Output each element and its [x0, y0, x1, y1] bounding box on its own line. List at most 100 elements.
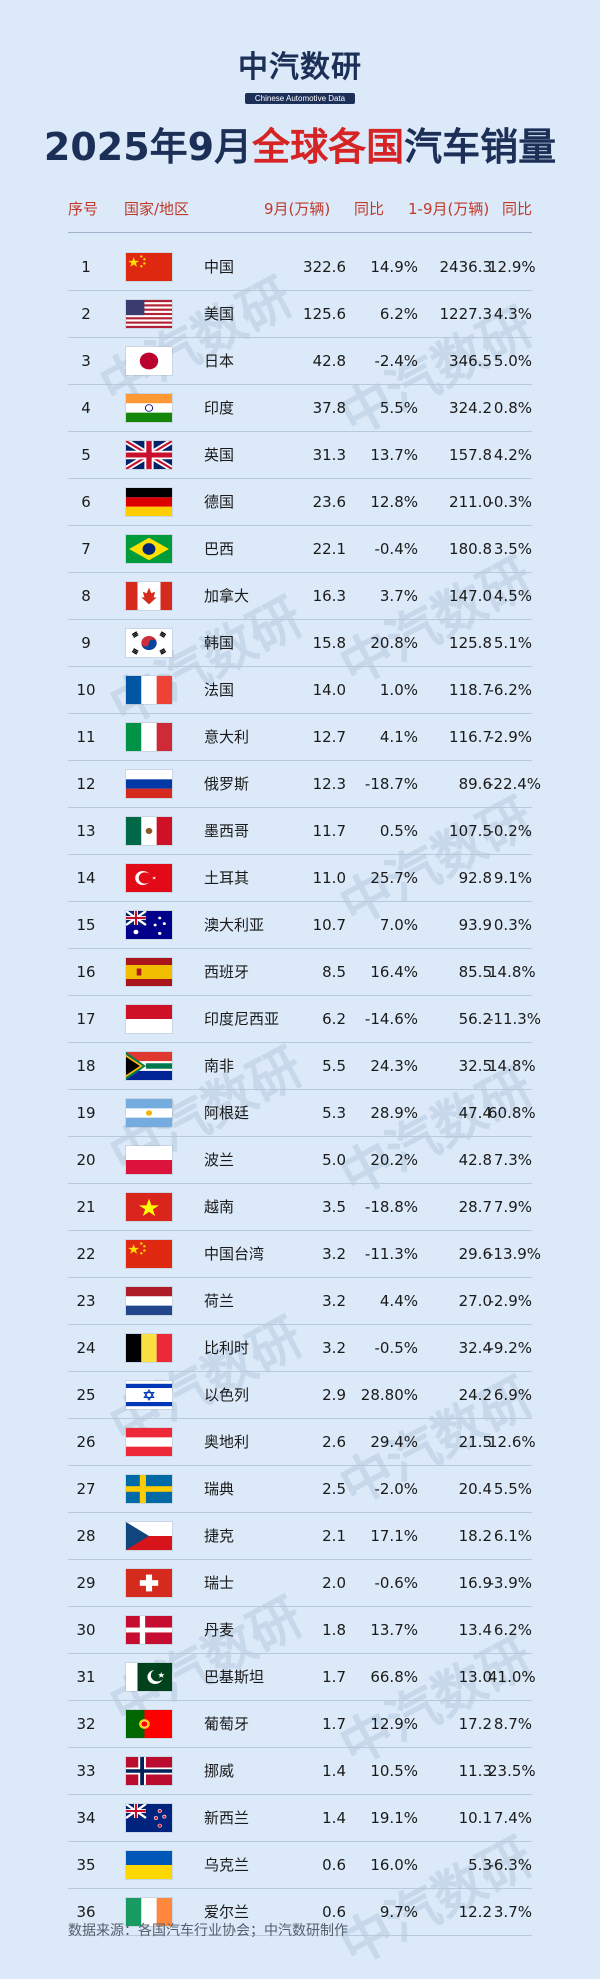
row-rank: 5 [81, 446, 91, 464]
title-date: 2025年9月 [43, 125, 253, 169]
table-row: 15 澳大利亚 10.7 7.0% 93.9 0.3% [68, 902, 532, 949]
row-september-yoy: 20.8% [370, 634, 418, 652]
row-ytd-sales: 85.5 [458, 963, 492, 981]
header-ytd-yoy: 同比 [502, 200, 533, 218]
row-september-yoy: 6.2% [379, 305, 418, 323]
table-row: 23 荷兰 3.2 4.4% 27.0 -2.9% [68, 1278, 532, 1325]
row-september-sales: 322.6 [303, 258, 346, 276]
table-row: 35 乌克兰 0.6 16.0% 5.3 -6.3% [68, 1842, 532, 1889]
row-rank: 18 [76, 1057, 96, 1075]
table-row: 31 巴基斯坦 1.7 66.8% 13.0 41.0% [68, 1654, 536, 1701]
row-september-yoy: 13.7% [370, 446, 418, 464]
row-ytd-sales: 13.4 [458, 1621, 492, 1639]
row-september-yoy: 19.1% [370, 1809, 418, 1827]
table-row: 12 俄罗斯 12.3 -18.7% 89.6 -22.4% [68, 761, 542, 808]
table-row: 20 波兰 5.0 20.2% 42.8 7.3% [68, 1137, 532, 1184]
row-ytd-yoy: 0.8% [493, 399, 532, 417]
netherlands-flag-icon [126, 1287, 172, 1315]
row-ytd-sales: 42.8 [458, 1151, 492, 1169]
row-rank: 13 [76, 822, 96, 840]
table-row: 13 墨西哥 11.7 0.5% 107.5 -0.2% [68, 808, 532, 855]
row-september-yoy: 20.2% [370, 1151, 418, 1169]
row-country: 法国 [204, 681, 235, 699]
row-ytd-yoy: -22.4% [488, 775, 542, 793]
row-september-yoy: 13.7% [370, 1621, 418, 1639]
table-row: 8 加拿大 16.3 3.7% 147.0 4.5% [68, 573, 532, 620]
row-september-yoy: -0.4% [374, 540, 418, 558]
row-ytd-yoy: 60.8% [488, 1104, 536, 1122]
row-september-yoy: 66.8% [370, 1668, 418, 1686]
row-september-sales: 12.3 [312, 775, 346, 793]
argentina-flag-icon [126, 1099, 172, 1127]
row-rank: 29 [76, 1574, 96, 1592]
table-row: 25 以色列 2.9 28.80% 24.2 6.9% [68, 1372, 532, 1419]
czechia-flag-icon [126, 1522, 172, 1550]
header-september-yoy: 同比 [354, 200, 385, 218]
row-september-yoy: 3.7% [379, 587, 418, 605]
row-september-sales: 11.7 [312, 822, 346, 840]
row-ytd-sales: 32.4 [458, 1339, 492, 1357]
row-ytd-sales: 324.2 [449, 399, 492, 417]
row-september-sales: 2.6 [322, 1433, 346, 1451]
table-row: 17 印度尼西亚 6.2 -14.6% 56.2 -11.3% [68, 996, 541, 1043]
row-rank: 32 [76, 1715, 96, 1733]
row-ytd-yoy: 12.9% [488, 258, 536, 276]
table-row: 24 比利时 3.2 -0.5% 32.4 -9.2% [68, 1325, 532, 1372]
row-september-sales: 2.9 [322, 1386, 346, 1404]
china-flag-icon [126, 1240, 172, 1268]
row-ytd-yoy: 0.3% [493, 916, 532, 934]
row-country: 丹麦 [204, 1621, 235, 1639]
row-ytd-yoy: 3.7% [493, 1903, 532, 1921]
row-september-sales: 8.5 [322, 963, 346, 981]
row-ytd-sales: 116.7 [449, 728, 492, 746]
row-country: 印度尼西亚 [204, 1010, 280, 1028]
row-country: 加拿大 [204, 587, 250, 605]
row-ytd-sales: 107.5 [449, 822, 492, 840]
row-september-sales: 1.7 [322, 1715, 346, 1733]
row-september-yoy: 4.1% [379, 728, 418, 746]
row-september-yoy: 1.0% [379, 681, 418, 699]
usa-flag-icon [126, 300, 172, 328]
row-september-sales: 3.2 [322, 1245, 346, 1263]
row-country: 爱尔兰 [204, 1903, 250, 1921]
row-rank: 27 [76, 1480, 96, 1498]
sales-table: 1 中国 322.6 14.9% 2436.3 12.9% 2 美国 125.6 6.2% 1227… [68, 244, 542, 1936]
title-rest: 汽车销量 [404, 125, 557, 169]
russia-flag-icon [126, 770, 172, 798]
row-september-sales: 14.0 [312, 681, 346, 699]
row-september-yoy: -11.3% [364, 1245, 418, 1263]
table-row: 30 丹麦 1.8 13.7% 13.4 6.2% [68, 1607, 532, 1654]
row-september-sales: 2.1 [322, 1527, 346, 1545]
row-rank: 21 [76, 1198, 96, 1216]
row-ytd-sales: 17.2 [458, 1715, 492, 1733]
row-ytd-yoy: 4.3% [493, 305, 532, 323]
row-september-sales: 1.4 [322, 1809, 346, 1827]
india-flag-icon [126, 394, 172, 422]
row-september-sales: 1.8 [322, 1621, 346, 1639]
header-country: 国家/地区 [124, 200, 190, 218]
table-row: 33 挪威 1.4 10.5% 11.3 23.5% [68, 1748, 536, 1795]
row-september-yoy: -0.5% [374, 1339, 418, 1357]
row-ytd-yoy: -13.9% [488, 1245, 542, 1263]
row-september-sales: 1.4 [322, 1762, 346, 1780]
mexico-flag-icon [126, 817, 172, 845]
sweden-flag-icon [126, 1475, 172, 1503]
header-september: 9月(万辆) [264, 200, 331, 218]
row-country: 南非 [204, 1057, 235, 1075]
row-ytd-sales: 20.4 [458, 1480, 492, 1498]
row-ytd-yoy: -9.2% [488, 1339, 532, 1357]
australia-flag-icon [126, 911, 172, 939]
row-september-sales: 2.0 [322, 1574, 346, 1592]
row-september-sales: 125.6 [303, 305, 346, 323]
row-september-yoy: 12.8% [370, 493, 418, 511]
poland-flag-icon [126, 1146, 172, 1174]
table-row: 9 韩国 15.8 20.8% 125.8 5.1% [68, 620, 532, 667]
row-september-yoy: 10.5% [370, 1762, 418, 1780]
row-september-sales: 6.2 [322, 1010, 346, 1028]
row-ytd-sales: 13.0 [458, 1668, 492, 1686]
row-rank: 11 [76, 728, 96, 746]
row-rank: 9 [81, 634, 91, 652]
row-september-sales: 15.8 [312, 634, 346, 652]
row-country: 澳大利亚 [204, 916, 265, 934]
row-country: 以色列 [204, 1386, 250, 1404]
